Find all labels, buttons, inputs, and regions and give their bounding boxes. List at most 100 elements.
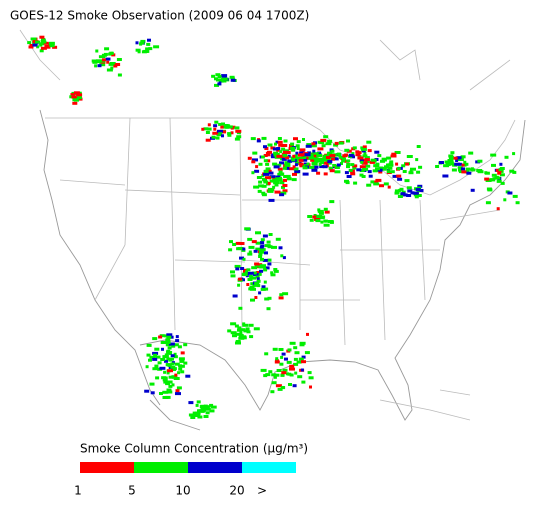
smoke-pixel	[313, 154, 317, 158]
smoke-pixel	[263, 154, 268, 157]
smoke-pixel	[457, 166, 463, 170]
smoke-pixel	[278, 170, 283, 174]
smoke-pixel	[243, 335, 247, 339]
smoke-pixel	[217, 82, 222, 86]
smoke-pixel	[394, 189, 400, 193]
smoke-pixel	[145, 365, 149, 369]
smoke-pixel	[235, 241, 241, 245]
smoke-pixel	[304, 153, 311, 157]
smoke-pixel	[77, 96, 82, 100]
smoke-pixel	[36, 45, 40, 49]
smoke-pixel	[263, 180, 269, 184]
smoke-pixel	[503, 198, 507, 202]
smoke-pixel	[392, 174, 399, 178]
smoke-pixel	[262, 178, 266, 182]
smoke-pixel	[164, 359, 168, 363]
smoke-pixel	[451, 168, 457, 172]
smoke-pixel	[368, 174, 373, 178]
smoke-pixel	[364, 156, 370, 160]
smoke-pixel	[293, 137, 298, 141]
smoke-pixel	[230, 131, 234, 135]
smoke-pixel	[239, 331, 243, 335]
smoke-pixel	[333, 157, 339, 161]
smoke-pixel	[271, 381, 277, 385]
smoke-pixel	[44, 44, 50, 48]
smoke-pixel	[263, 172, 270, 176]
smoke-pixel	[312, 159, 318, 163]
smoke-pixel	[386, 163, 389, 167]
smoke-pixel	[417, 184, 423, 188]
smoke-pixel	[235, 129, 242, 133]
smoke-pixel	[324, 219, 328, 223]
smoke-pixel	[205, 138, 211, 142]
smoke-pixels	[27, 35, 520, 419]
smoke-pixel	[291, 178, 297, 182]
smoke-pixel	[370, 158, 377, 162]
smoke-pixel	[346, 159, 351, 163]
smoke-pixel	[351, 152, 355, 156]
smoke-pixel	[297, 375, 303, 379]
smoke-pixel	[147, 38, 151, 42]
smoke-pixel	[230, 274, 236, 278]
smoke-pixel	[289, 159, 292, 163]
smoke-pixel	[470, 167, 474, 171]
smoke-pixel	[76, 93, 83, 97]
smoke-pixel	[146, 343, 152, 347]
smoke-pixel	[263, 159, 268, 163]
smoke-pixel	[170, 365, 176, 369]
smoke-pixel	[329, 200, 335, 204]
smoke-pixel	[387, 185, 391, 189]
smoke-pixel	[443, 164, 450, 168]
smoke-pixel	[164, 376, 168, 380]
smoke-pixel	[267, 169, 272, 173]
smoke-pixel	[365, 160, 370, 164]
smoke-pixel	[260, 265, 266, 269]
smoke-pixel	[338, 141, 344, 145]
smoke-pixel	[254, 282, 260, 285]
smoke-pixel	[289, 364, 295, 368]
smoke-pixel	[294, 371, 298, 375]
smoke-pixel	[273, 269, 279, 273]
smoke-pixel	[293, 362, 299, 366]
smoke-pixel	[346, 163, 351, 166]
smoke-pixel	[253, 249, 258, 253]
smoke-pixel	[305, 144, 312, 148]
smoke-pixel	[250, 287, 256, 291]
smoke-pixel	[248, 245, 255, 249]
smoke-pixel	[48, 41, 55, 45]
smoke-pixel	[267, 262, 272, 266]
smoke-pixel	[274, 142, 277, 146]
smoke-pixel	[251, 171, 255, 175]
smoke-pixel	[177, 345, 182, 349]
smoke-pixel	[205, 131, 210, 134]
smoke-pixel	[158, 335, 163, 339]
smoke-pixel	[220, 125, 225, 129]
legend-tick-label: 20	[229, 484, 244, 498]
smoke-pixel	[327, 160, 333, 164]
smoke-pixel	[161, 347, 164, 351]
smoke-pixel	[394, 191, 400, 195]
smoke-pixel	[249, 274, 252, 278]
smoke-pixel	[249, 285, 255, 289]
smoke-pixel	[315, 214, 319, 218]
smoke-pixel	[39, 43, 43, 47]
smoke-pixel	[470, 188, 475, 192]
smoke-pixel	[465, 167, 471, 171]
smoke-pixel	[316, 154, 323, 157]
smoke-pixel	[296, 147, 300, 150]
smoke-pixel	[269, 175, 276, 179]
smoke-pixel	[52, 45, 58, 49]
smoke-pixel	[311, 142, 316, 146]
legend-swatch	[242, 462, 296, 473]
smoke-pixel	[167, 369, 173, 373]
smoke-pixel	[348, 168, 353, 172]
smoke-pixel	[227, 132, 232, 136]
smoke-pixel	[263, 268, 268, 272]
smoke-pixel	[285, 156, 290, 160]
smoke-pixel	[275, 237, 281, 241]
smoke-pixel	[311, 168, 318, 172]
smoke-pixel	[253, 185, 260, 189]
smoke-pixel	[255, 231, 261, 235]
smoke-pixel	[207, 123, 211, 127]
smoke-pixel	[372, 169, 378, 173]
